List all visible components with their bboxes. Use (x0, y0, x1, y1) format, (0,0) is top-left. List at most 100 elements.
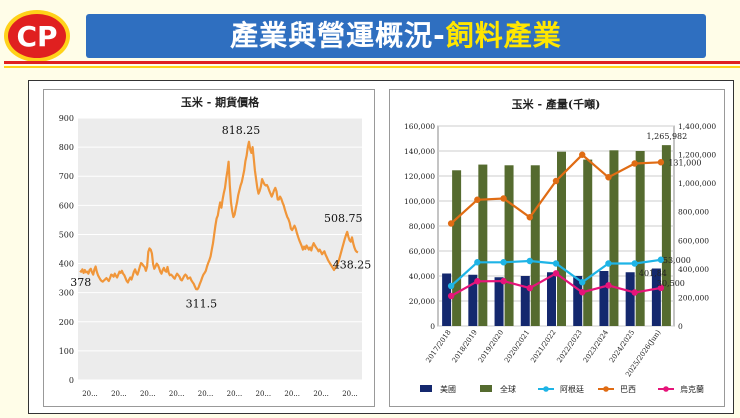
title-banner: 產業與營運概況-飼料產業 (86, 14, 706, 58)
bar-global (609, 150, 619, 326)
bar-global (478, 164, 488, 326)
bar-us (520, 276, 530, 326)
line-ukraine-point (447, 292, 455, 300)
y2-tick-label: 400,000 (678, 265, 709, 274)
x-tick-label: 20... (140, 390, 156, 398)
slide-header: CP 產業與營運概況-飼料產業 (0, 0, 740, 72)
header-yellow-rule (4, 66, 740, 68)
y-tick-label: 120,000 (404, 172, 435, 181)
line-argentina-point (500, 259, 507, 266)
y-tick-label: 300 (59, 289, 74, 298)
bar-us (599, 271, 609, 326)
line-ukraine-point (579, 289, 586, 296)
corn-futures-chart-panel: 玉米 - 期貨價格 0 100 200 300 400 500 600 700 800 900 20.… (43, 89, 375, 407)
legend-marker (663, 386, 669, 392)
page-title: 產業與營運概況-飼料產業 (86, 14, 706, 58)
legend-label: 美國 (440, 384, 456, 394)
x-tick-label: 20... (111, 390, 127, 398)
line-brazil-point (605, 174, 612, 181)
line-brazil-point (526, 214, 533, 221)
line-brazil-point (447, 220, 455, 227)
y-tick-label: 140,000 (404, 147, 435, 156)
price-annotation: 818.25 (222, 124, 261, 137)
bar-global (452, 170, 462, 326)
title-highlight: 飼料產業 (445, 19, 562, 52)
x-tick-label: 20... (169, 390, 185, 398)
line-ukraine-point (526, 284, 533, 292)
bar-global (557, 151, 566, 326)
y-tick-label: 500 (59, 230, 74, 239)
corn-futures-chart: 玉米 - 期貨價格 0 100 200 300 400 500 600 700 800 900 20.… (59, 95, 372, 398)
data-label-ukraine: 30,500 (657, 279, 685, 288)
x-tick-label: 2019/2020 (477, 329, 505, 365)
line-argentina-point (526, 257, 533, 265)
line-brazil-point (474, 196, 481, 203)
x-tick-label: 20... (313, 390, 329, 398)
x-tick-label: 20... (227, 390, 243, 398)
line-brazil-point (552, 177, 560, 185)
line-brazil-point (579, 151, 586, 158)
y-tick-label: 600 (59, 201, 74, 210)
bar-us (573, 276, 583, 326)
x-tick-label: 2022/2023 (556, 329, 584, 365)
logo-text: CP (16, 20, 57, 53)
x-tick-label: 2018/2019 (451, 329, 479, 365)
price-annotation: 508.75 (324, 212, 363, 225)
price-annotation: 311.5 (186, 297, 218, 310)
bar-global (635, 151, 645, 326)
y-tick-label: 80,000 (409, 222, 435, 231)
data-label-brazil: 131,000 (668, 158, 701, 167)
legend-marker (603, 386, 609, 392)
line-ukraine-point (631, 289, 638, 296)
legend-label: 全球 (500, 384, 516, 394)
bar-global (583, 159, 593, 326)
y-tick-label: 400 (59, 260, 74, 269)
legend-label: 巴西 (620, 385, 636, 394)
y2-tick-label: 800,000 (678, 208, 709, 217)
bar-global (530, 165, 540, 326)
line-argentina-point (631, 260, 638, 267)
x-tick-label: 2023/2024 (582, 328, 611, 364)
legend-label: 烏克蘭 (680, 384, 704, 394)
y-tick-label: 200 (59, 318, 74, 327)
bar-us (494, 277, 504, 326)
bar-us (651, 268, 661, 326)
x-tick-label: 2021/2022 (529, 329, 557, 365)
y-tick-label: 0 (430, 322, 435, 331)
legend-label: 阿根廷 (560, 384, 584, 394)
chart-title: 玉米 - 產量(千噸) (512, 97, 601, 111)
data-label-us: 401,84 (639, 269, 667, 278)
line-argentina-point (605, 260, 612, 267)
legend-swatch (480, 385, 492, 392)
legend-swatch (420, 385, 432, 392)
y-tick-label: 700 (59, 172, 74, 181)
bar-global (661, 145, 671, 326)
header-red-rule (4, 61, 740, 64)
line-argentina-point (552, 260, 560, 267)
x-tick-label: 20... (284, 390, 300, 398)
x-tick-label: 20... (198, 390, 214, 398)
y-tick-label: 40,000 (409, 272, 435, 281)
plot-area (78, 118, 362, 380)
y-tick-label: 100,000 (404, 197, 435, 206)
line-ukraine-point (552, 270, 560, 277)
x-tick-label: 2020/2021 (503, 329, 531, 365)
line-ukraine-point (657, 284, 665, 292)
bar-us (442, 273, 452, 326)
line-ukraine-point (605, 282, 612, 289)
bar-us (547, 272, 556, 326)
y-tick-label: 800 (59, 143, 74, 152)
x-tick-label: 20... (342, 390, 358, 398)
y-tick-label: 100 (59, 347, 74, 356)
price-annotation: 378 (70, 276, 91, 289)
x-tick-label: 2017/2018 (424, 329, 452, 365)
chart-title: 玉米 - 期貨價格 (181, 95, 260, 109)
y-tick-label: 900 (59, 114, 74, 123)
y-tick-label: 20,000 (409, 297, 435, 306)
y2-tick-label: 1,400,000 (678, 122, 716, 131)
x-tick-label: 20... (256, 390, 272, 398)
x-tick-label: 2024/2025 (608, 329, 636, 365)
bar-us (468, 274, 478, 326)
y2-tick-label: 600,000 (678, 236, 709, 245)
line-brazil-point (500, 195, 507, 202)
